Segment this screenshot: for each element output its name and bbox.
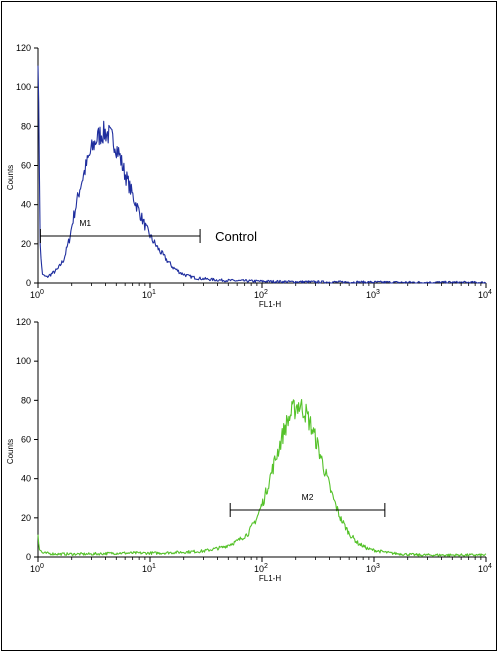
y-tick-label: 80 [21,395,31,405]
y-tick-label: 100 [16,356,31,366]
x-tick-label: 102 [254,289,268,300]
y-tick-label: 0 [26,552,31,562]
x-tick-label: 104 [478,563,492,574]
y-tick-label: 40 [21,200,31,210]
x-tick-label: 102 [254,563,268,574]
y-tick-label: 0 [26,278,31,288]
x-tick-label: 100 [30,289,44,300]
x-tick-label: 103 [366,289,380,300]
y-axis-title: Counts [6,439,15,464]
gate-label: M1 [79,218,91,228]
x-tick-label: 104 [478,289,492,300]
y-tick-label: 60 [21,161,31,171]
x-tick-label: 101 [142,563,156,574]
y-tick-label: 120 [16,317,31,327]
histogram-series-1 [37,398,487,557]
y-tick-label: 80 [21,121,31,131]
gate-annotation: Control [215,229,257,244]
x-tick-label: 103 [366,563,380,574]
y-tick-label: 40 [21,474,31,484]
x-tick-label: 100 [30,563,44,574]
y-tick-label: 120 [16,43,31,53]
histogram-panel-1: 0 20 40 60 80 100 120 100 101 102 103 104 Counts FL1-… [6,43,492,309]
gate-marker-m2: M2 [229,492,386,517]
y-tick-label: 60 [21,435,31,445]
gate-marker-m1: M1 Control [39,218,257,244]
y-tick-label: 20 [21,239,31,249]
x-axis-title: FL1-H [259,300,281,309]
histogram-panel-2: 0 20 40 60 80 100 120 100 101 102 103 104 Counts FL1-… [6,317,492,583]
histogram-series-1 [37,65,487,284]
y-tick-label: 100 [16,82,31,92]
gate-label: M2 [302,492,314,502]
x-axis-title: FL1-H [259,574,281,583]
x-tick-label: 101 [142,289,156,300]
y-axis-title: Counts [6,165,15,190]
y-tick-label: 20 [21,513,31,523]
